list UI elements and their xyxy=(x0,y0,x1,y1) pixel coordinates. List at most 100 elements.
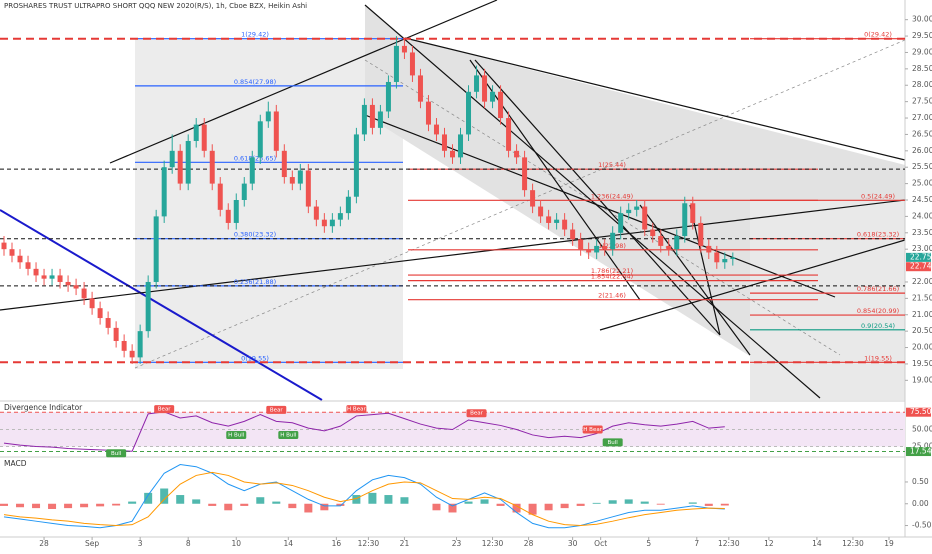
x-tick-label: 12 xyxy=(764,539,774,548)
x-tick-label: 12:30 xyxy=(842,539,864,548)
macd-bar xyxy=(208,503,217,506)
candle-body xyxy=(257,121,263,158)
fib-label: 1(19.55) xyxy=(864,354,892,362)
candle-body xyxy=(682,203,688,237)
candle-body xyxy=(41,275,47,279)
x-tick-label: 14 xyxy=(284,539,294,548)
pane-title: MACD xyxy=(4,459,27,468)
candle-body xyxy=(329,219,335,227)
candle-body xyxy=(674,236,680,250)
x-tick-label: 8 xyxy=(186,539,191,548)
macd-bar xyxy=(352,495,361,504)
fib-label: 0.236(21.88) xyxy=(234,278,276,286)
fib-label: 1.854(22.04) xyxy=(591,273,633,281)
price-label: 22.74 xyxy=(910,262,932,271)
y-tick-label: 19.50 xyxy=(912,359,932,368)
candle-body xyxy=(417,75,423,102)
trend-line xyxy=(599,239,906,331)
candle-body xyxy=(634,206,640,210)
candle-body xyxy=(321,219,327,227)
candle-body xyxy=(273,111,279,151)
candle-body xyxy=(89,298,95,309)
candle-body xyxy=(1,242,7,250)
y-tick-label: 28.00 xyxy=(912,80,932,89)
fib-label: 0.854(20.99) xyxy=(857,307,899,315)
macd-bar xyxy=(256,497,265,504)
macd-bar xyxy=(64,503,73,509)
fib-label: 1(25.44) xyxy=(598,161,626,169)
x-tick-label: 12:30 xyxy=(718,539,740,548)
macd-bar xyxy=(96,503,105,507)
y-tick-label: 28.50 xyxy=(912,64,932,73)
candle-body xyxy=(225,209,231,223)
macd-bar xyxy=(400,497,409,504)
macd-bar xyxy=(224,503,233,511)
y-tick-label: 23.00 xyxy=(912,244,932,253)
y-tick-label: 26.00 xyxy=(912,146,932,155)
macd-line xyxy=(3,464,725,529)
macd-bar xyxy=(512,503,521,513)
candle-body xyxy=(9,249,15,256)
candle-body xyxy=(546,216,552,223)
trend-line xyxy=(639,204,751,356)
macd-bar xyxy=(384,495,393,504)
x-tick-label: 30 xyxy=(568,539,578,548)
candle-body xyxy=(137,331,143,358)
candle-body xyxy=(425,101,431,125)
fib-label: 0(19.55) xyxy=(241,354,269,362)
y-tick-label: 23.50 xyxy=(912,228,932,237)
y-tick-label: 22.00 xyxy=(912,277,932,286)
signal-box xyxy=(226,430,247,439)
x-tick-label: 28 xyxy=(39,539,49,548)
fib-label: 1.786(22.21) xyxy=(591,267,633,275)
signal-box xyxy=(602,438,623,447)
candle-body xyxy=(361,104,367,135)
trend-line xyxy=(474,59,721,336)
candle-body xyxy=(161,167,167,217)
macd-bar xyxy=(32,503,41,509)
candle-body xyxy=(498,91,504,119)
y-tick-label: 27.50 xyxy=(912,97,932,106)
macd-bar xyxy=(128,501,137,504)
y-tick-label: 0.50 xyxy=(912,477,929,486)
candle-body xyxy=(81,288,87,299)
candle-body xyxy=(441,134,447,151)
macd-bar xyxy=(304,503,313,513)
candle-body xyxy=(570,229,576,240)
macd-bar xyxy=(240,503,249,506)
fib-label: 1(29.42) xyxy=(241,31,269,39)
y-tick-label: 30.00 xyxy=(912,15,932,24)
trend-line xyxy=(0,199,906,311)
candle-body xyxy=(201,124,207,151)
signal-label: H Bear xyxy=(583,427,602,433)
price-label: 22.75 xyxy=(910,252,932,261)
candle-body xyxy=(297,170,303,184)
y-tick-label: 25.00 xyxy=(912,441,932,450)
x-tick-label: 3 xyxy=(138,539,143,548)
candle-body xyxy=(249,157,255,184)
macd-bar xyxy=(448,503,457,513)
macd-bar xyxy=(368,492,377,504)
rsi-level-label: 17.54 xyxy=(910,447,932,456)
candle-body xyxy=(337,213,343,220)
candle-body xyxy=(522,157,528,191)
signal-box xyxy=(266,405,287,414)
y-tick-label: 21.50 xyxy=(912,293,932,302)
signal-box xyxy=(346,405,367,414)
candle-body xyxy=(474,75,480,92)
signal-box xyxy=(106,449,127,458)
candle-body xyxy=(514,150,520,158)
y-tick-label: 21.00 xyxy=(912,310,932,319)
candle-body xyxy=(97,308,103,319)
candle-body xyxy=(281,150,287,178)
macd-bar xyxy=(624,499,633,504)
signal-label: Bull xyxy=(608,440,619,446)
candle-body xyxy=(458,134,464,158)
macd-bar xyxy=(704,503,713,506)
y-tick-label: -0.50 xyxy=(912,521,932,530)
candle-body xyxy=(722,259,728,263)
signal-label: H Bear xyxy=(347,407,366,413)
macd-bar xyxy=(432,503,441,511)
y-tick-label: 20.50 xyxy=(912,326,932,335)
macd-bar xyxy=(320,503,329,511)
